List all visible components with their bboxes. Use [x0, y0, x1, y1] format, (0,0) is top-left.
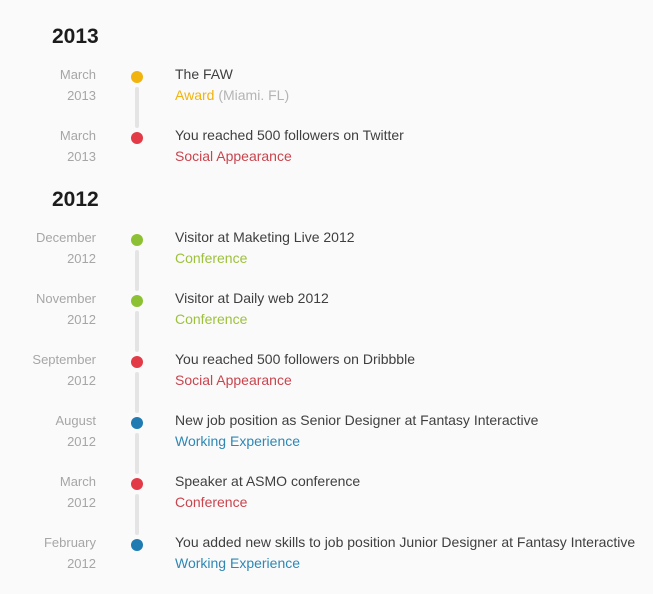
event-date-year: 2012	[67, 434, 96, 449]
event-date-year: 2012	[67, 251, 96, 266]
event-row: March 2013 The FAW Award (Miami. FL)	[0, 64, 653, 128]
event-content: You added new skills to job position Jun…	[175, 532, 653, 574]
event-row: December 2012 Visitor at Maketing Live 2…	[0, 227, 653, 291]
event-month: March	[59, 128, 96, 143]
event-month: September	[32, 352, 96, 367]
timeline-marker	[96, 288, 175, 352]
year-heading: 2012	[52, 188, 99, 211]
event-title: You reached 500 followers on Dribbble	[175, 351, 415, 367]
event-category-line: Conference	[175, 248, 653, 269]
event-content: Visitor at Maketing Live 2012 Conference	[175, 227, 653, 269]
event-list: March 2013 The FAW Award (Miami. FL) Mar…	[0, 64, 653, 186]
event-title: The FAW	[175, 66, 233, 82]
event-month: August	[55, 413, 96, 428]
event-category-line: Working Experience	[175, 553, 653, 574]
timeline-marker	[96, 410, 175, 474]
event-category-line: Working Experience	[175, 431, 653, 452]
timeline-dot	[131, 478, 143, 490]
event-content: New job position as Senior Designer at F…	[175, 410, 653, 452]
event-category: Working Experience	[175, 555, 301, 571]
event-date: March 2012	[0, 471, 96, 513]
event-month: November	[36, 291, 96, 306]
timeline-dot	[131, 234, 143, 246]
event-content: The FAW Award (Miami. FL)	[175, 64, 653, 106]
event-month: February	[43, 535, 96, 550]
event-date-year: 2013	[67, 88, 96, 103]
event-list: December 2012 Visitor at Maketing Live 2…	[0, 227, 653, 593]
event-title: New job position as Senior Designer at F…	[175, 412, 539, 428]
event-category: Conference	[175, 250, 248, 266]
timeline-marker	[96, 349, 175, 413]
timeline-dot	[131, 132, 143, 144]
event-date-year: 2012	[67, 373, 96, 388]
event-date: August 2012	[0, 410, 96, 452]
event-category-line: Award (Miami. FL)	[175, 85, 653, 106]
event-date-year: 2013	[67, 149, 96, 164]
event-category: Social Appearance	[175, 372, 292, 388]
event-title: Speaker at ASMO conference	[175, 473, 361, 489]
event-row: August 2012 New job position as Senior D…	[0, 410, 653, 474]
timeline-year-group: 2013 March 2013 The FAW Award (Miami. FL…	[0, 25, 653, 186]
event-category-line: Social Appearance	[175, 146, 653, 167]
event-date: December 2012	[0, 227, 96, 269]
timeline-marker	[96, 64, 175, 128]
event-date-year: 2012	[67, 495, 96, 510]
event-category-line: Conference	[175, 492, 653, 513]
timeline-marker	[96, 532, 175, 593]
event-date: March 2013	[0, 125, 96, 167]
event-category-line: Conference	[175, 309, 653, 330]
event-row: February 2012 You added new skills to jo…	[0, 532, 653, 593]
event-date: November 2012	[0, 288, 96, 330]
event-title: Visitor at Daily web 2012	[175, 290, 329, 306]
year-heading: 2013	[52, 25, 99, 48]
event-category: Conference	[175, 311, 248, 327]
event-date-year: 2012	[67, 556, 96, 571]
timeline-dot	[131, 417, 143, 429]
event-month: March	[59, 474, 96, 489]
event-month: March	[59, 67, 96, 82]
event-row: March 2013 You reached 500 followers on …	[0, 125, 653, 186]
timeline-dot	[131, 71, 143, 83]
timeline-marker	[96, 227, 175, 291]
event-category: Social Appearance	[175, 148, 292, 164]
event-content: Visitor at Daily web 2012 Conference	[175, 288, 653, 330]
event-row: March 2012 Speaker at ASMO conference Co…	[0, 471, 653, 535]
event-date-year: 2012	[67, 312, 96, 327]
event-category-line: Social Appearance	[175, 370, 653, 391]
timeline-year-group: 2012 December 2012 Visitor at Maketing L…	[0, 188, 653, 593]
timeline-marker	[96, 471, 175, 535]
timeline-marker	[96, 125, 175, 186]
event-date: February 2012	[0, 532, 96, 574]
event-title: You reached 500 followers on Twitter	[175, 127, 404, 143]
event-date: September 2012	[0, 349, 96, 391]
event-title: Visitor at Maketing Live 2012	[175, 229, 355, 245]
event-category: Conference	[175, 494, 248, 510]
event-category: Award	[175, 87, 215, 103]
event-title: You added new skills to job position Jun…	[175, 534, 636, 550]
timeline-dot	[131, 356, 143, 368]
event-category: Working Experience	[175, 433, 301, 449]
event-month: December	[36, 230, 96, 245]
event-content: You reached 500 followers on Twitter Soc…	[175, 125, 653, 167]
event-category-suffix: (Miami. FL)	[214, 87, 290, 103]
event-date: March 2013	[0, 64, 96, 106]
event-row: September 2012 You reached 500 followers…	[0, 349, 653, 413]
event-content: You reached 500 followers on Dribbble So…	[175, 349, 653, 391]
timeline-dot	[131, 539, 143, 551]
event-content: Speaker at ASMO conference Conference	[175, 471, 653, 513]
event-row: November 2012 Visitor at Daily web 2012 …	[0, 288, 653, 352]
timeline-dot	[131, 295, 143, 307]
